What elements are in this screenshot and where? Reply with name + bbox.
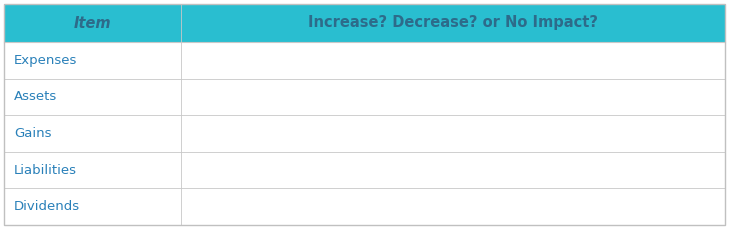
Bar bbox=[4, 188, 181, 225]
Text: Assets: Assets bbox=[14, 90, 58, 104]
Text: Gains: Gains bbox=[14, 127, 52, 140]
Bar bbox=[181, 79, 725, 115]
Bar bbox=[4, 4, 725, 42]
Bar bbox=[181, 42, 725, 79]
Bar bbox=[181, 152, 725, 188]
Bar bbox=[4, 152, 181, 188]
Bar bbox=[181, 115, 725, 152]
Bar bbox=[4, 115, 181, 152]
Bar bbox=[4, 79, 181, 115]
Text: Liabilities: Liabilities bbox=[14, 164, 77, 177]
Text: Dividends: Dividends bbox=[14, 200, 80, 213]
Bar bbox=[181, 188, 725, 225]
Bar bbox=[4, 42, 181, 79]
Text: Item: Item bbox=[74, 16, 111, 30]
Text: Expenses: Expenses bbox=[14, 54, 77, 67]
Text: Increase? Decrease? or No Impact?: Increase? Decrease? or No Impact? bbox=[308, 16, 598, 30]
